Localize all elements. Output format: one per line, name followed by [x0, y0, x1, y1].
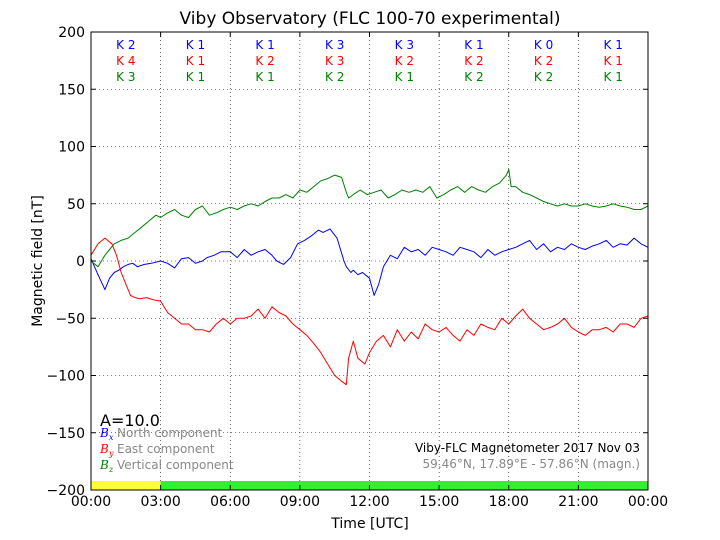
legend-subscript: y — [108, 449, 114, 458]
k-index-bz: K 1 — [186, 70, 205, 84]
x-tick-label: 00:00 — [71, 494, 111, 510]
activity-segment — [160, 481, 648, 490]
legend-label: East component — [117, 442, 215, 456]
y-tick-label: 200 — [58, 25, 85, 41]
k-index-by: K 2 — [464, 54, 483, 68]
magnetometer-info: Viby-FLC Magnetometer 2017 Nov 03 — [415, 441, 640, 455]
k-index-bz: K 2 — [325, 70, 344, 84]
y-tick-label: 50 — [67, 197, 85, 213]
y-tick-label: 100 — [58, 140, 85, 156]
series-layer — [90, 168, 649, 386]
north-component-line — [90, 228, 649, 296]
y-tick-label: −200 — [47, 483, 85, 499]
x-tick-labels: 00:00 03:00 06:00 09:00 12:00 15:00 18:00 21:00… — [71, 494, 668, 510]
x-tick-label: 21:00 — [558, 494, 598, 510]
legend-label: Vertical component — [117, 458, 234, 472]
legend-subscript: z — [108, 465, 114, 474]
east-component-line — [90, 237, 649, 386]
y-tick-label: −150 — [47, 426, 85, 442]
k-index-by: K 1 — [186, 54, 205, 68]
y-axis-label: Magnetic field [nT] — [30, 195, 46, 327]
k-index-bz: K 1 — [604, 70, 623, 84]
location-info: 59.46°N, 17.89°E - 57.86°N (magn.) — [423, 457, 640, 471]
k-index-by: K 2 — [534, 54, 553, 68]
x-tick-label: 06:00 — [210, 494, 250, 510]
k-index-by: K 2 — [395, 54, 414, 68]
y-tick-label: 150 — [58, 82, 85, 98]
k-index-table: K 2 K 4 K 3 K 1 K 1 K 1 K 1 K 2 K 1 K 3 K 3 K 2 K 3 K… — [116, 38, 623, 84]
y-tick-labels: 200 150 100 50 0 −50 −100 −150 −200 — [47, 25, 85, 499]
k-index-by: K 4 — [116, 54, 135, 68]
x-tick-label: 12:00 — [349, 494, 389, 510]
k-index-by: K 1 — [604, 54, 623, 68]
k-index-bx: K 1 — [255, 38, 274, 52]
k-index-bx: K 3 — [395, 38, 414, 52]
axis-ticks — [90, 31, 649, 491]
legend-symbol: B — [99, 426, 109, 440]
legend-subscript: x — [109, 433, 114, 442]
k-index-by: K 3 — [325, 54, 344, 68]
x-tick-label: 18:00 — [489, 494, 529, 510]
k-index-bz: K 3 — [116, 70, 135, 84]
k-index-bz: K 2 — [464, 70, 483, 84]
k-index-bx: K 1 — [604, 38, 623, 52]
activity-bar — [91, 481, 648, 490]
x-tick-label: 15:00 — [419, 494, 459, 510]
k-index-bz: K 1 — [255, 70, 274, 84]
k-index-bz: K 1 — [395, 70, 414, 84]
y-tick-label: −50 — [55, 311, 85, 327]
legend-label: North component — [117, 426, 223, 440]
legend-symbol: B — [99, 442, 109, 456]
a-index-label: A=10.0 — [100, 411, 160, 430]
k-index-bz: K 2 — [534, 70, 553, 84]
k-index-bx: K 0 — [534, 38, 553, 52]
chart-title: Viby Observatory (FLC 100-70 experimenta… — [180, 9, 561, 29]
grid-lines — [91, 32, 648, 490]
k-index-bx: K 1 — [186, 38, 205, 52]
legend-symbol: B — [99, 458, 109, 472]
k-index-bx: K 3 — [325, 38, 344, 52]
y-tick-label: −100 — [47, 369, 85, 385]
k-index-by: K 2 — [255, 54, 274, 68]
k-index-bx: K 1 — [464, 38, 483, 52]
k-index-bx: K 2 — [116, 38, 135, 52]
x-tick-label: 03:00 — [140, 494, 180, 510]
x-tick-label: 00:00 — [628, 494, 668, 510]
vertical-component-line — [90, 168, 649, 268]
x-tick-label: 09:00 — [280, 494, 320, 510]
x-axis-label: Time [UTC] — [330, 516, 408, 532]
y-tick-label: 0 — [76, 254, 85, 270]
activity-segment — [91, 481, 161, 490]
